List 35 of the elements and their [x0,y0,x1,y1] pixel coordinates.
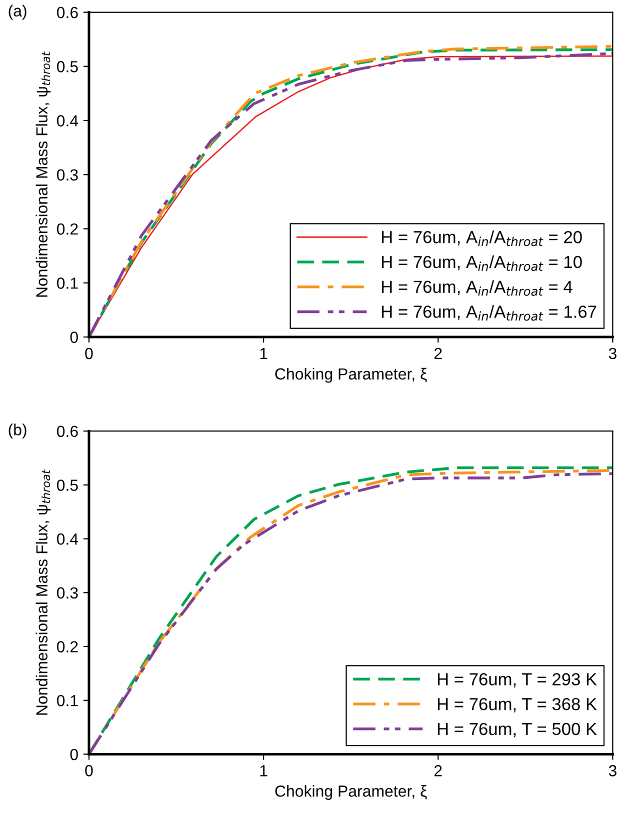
legend-label: H = 76um, A$_{in}$/A$_{throat}$ = 10 [382,255,582,271]
legend-label: H = 76um, T = 368 K [438,698,597,712]
x-axis-title: Choking Parameter, ξ [275,785,427,800]
x-tick-label: 3 [608,348,616,360]
chart-title: (b) [8,424,26,439]
y-tick-label: 0.1 [56,278,78,289]
y-tick-label: 0.5 [56,480,78,491]
x-tick-label: 1 [260,348,268,360]
legend-label: H = 76um, T = 293 K [438,673,597,688]
y-tick-label: 0.4 [56,533,78,545]
y-tick-label: 0.4 [56,115,78,126]
legend-label: H = 76um, A$_{in}$/A$_{throat}$ = 20 [382,230,582,246]
y-axis-title: Nondimensional Mass Flux, ψ$_{throat}$ [36,51,51,297]
y-tick-label: 0 [70,748,78,760]
x-tick-label: 0 [85,765,93,776]
y-tick-label: 0 [70,332,78,343]
x-axis-title: Choking Parameter, ξ [275,368,427,383]
y-tick-label: 0.2 [56,223,78,235]
y-axis-title: Nondimensional Mass Flux, ψ$_{throat}$ [36,469,51,715]
legend-label: H = 76um, A$_{in}$/A$_{throat}$ = 1.67 [382,305,596,321]
y-tick-label: 0.6 [56,6,78,18]
x-tick-label: 2 [434,765,442,776]
y-tick-label: 0.3 [56,169,78,181]
x-tick-label: 0 [85,348,93,360]
y-tick-label: 0.2 [56,641,78,652]
x-tick-label: 2 [434,348,442,360]
x-tick-label: 1 [260,765,268,776]
legend-label: H = 76um, T = 500 K [438,722,597,738]
y-tick-label: 0.5 [56,61,78,72]
y-tick-label: 0.3 [56,587,78,599]
y-tick-label: 0.6 [56,426,78,438]
y-tick-label: 0.1 [56,694,78,706]
x-tick-label: 3 [608,765,616,776]
chart-title: (a) [8,4,26,20]
legend-label: H = 76um, A$_{in}$/A$_{throat}$ = 4 [382,280,572,296]
